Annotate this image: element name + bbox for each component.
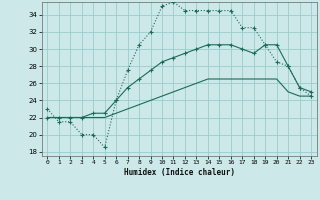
- X-axis label: Humidex (Indice chaleur): Humidex (Indice chaleur): [124, 168, 235, 177]
